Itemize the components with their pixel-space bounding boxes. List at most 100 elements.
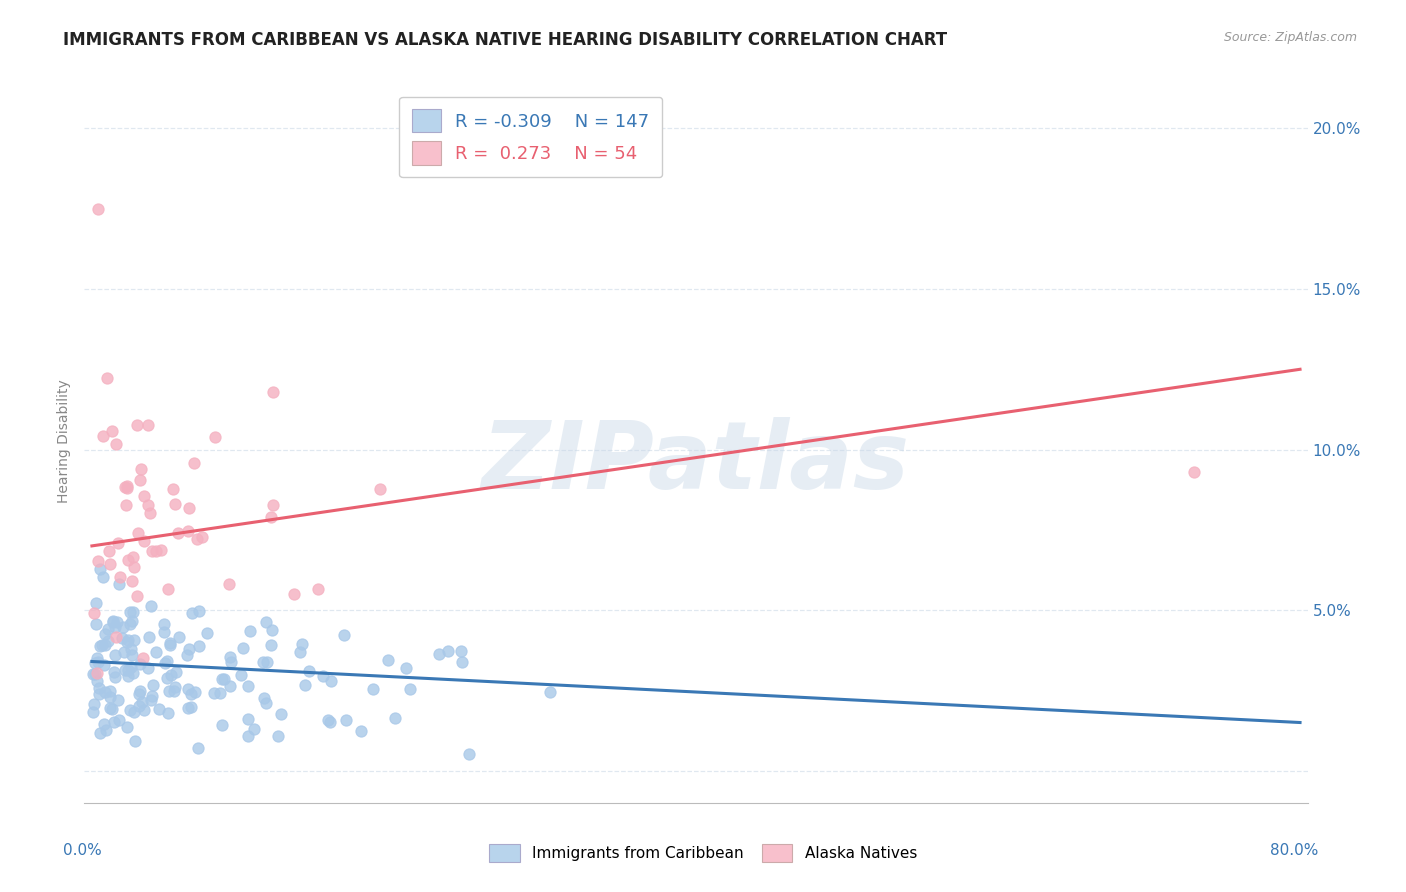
Point (427, 647, 450, 661)
Point (115, 498, 138, 512)
Point (316, 713, 339, 727)
Point (120, 616, 142, 631)
Point (219, 679, 242, 693)
Point (145, 544, 167, 558)
Text: ZIPatlas: ZIPatlas (482, 417, 910, 509)
Point (294, 677, 316, 691)
Point (127, 589, 149, 603)
Point (187, 639, 209, 653)
Point (156, 582, 179, 597)
Point (84, 617, 107, 632)
Point (98, 684, 121, 698)
Point (87, 655, 110, 669)
Point (177, 701, 200, 715)
Point (108, 576, 131, 591)
Point (122, 633, 145, 648)
Point (82, 705, 104, 719)
Point (122, 665, 145, 680)
Point (163, 684, 186, 698)
Point (538, 685, 561, 699)
Point (117, 669, 139, 683)
Point (132, 703, 155, 717)
Point (180, 687, 202, 701)
Point (399, 682, 422, 697)
Point (134, 534, 156, 549)
Point (232, 640, 254, 655)
Point (311, 669, 333, 683)
Point (256, 655, 278, 669)
Point (191, 530, 214, 544)
Point (252, 655, 274, 669)
Point (157, 683, 180, 698)
Point (89, 562, 111, 576)
Point (238, 729, 260, 743)
Point (129, 462, 152, 476)
Point (128, 474, 150, 488)
Point (127, 417, 149, 432)
Point (219, 649, 242, 664)
Legend: R = -0.309    N = 147, R =  0.273    N = 54: R = -0.309 N = 147, R = 0.273 N = 54 (399, 96, 662, 178)
Point (260, 624, 283, 638)
Point (176, 648, 198, 662)
Point (97, 634, 120, 648)
Point (82, 666, 104, 681)
Point (91, 570, 114, 584)
Point (121, 614, 143, 628)
Point (91, 429, 114, 443)
Point (121, 648, 143, 662)
Point (93, 658, 115, 673)
Point (319, 715, 342, 730)
Point (243, 722, 266, 736)
Point (254, 696, 277, 710)
Point (98, 543, 121, 558)
Point (204, 430, 226, 444)
Point (104, 631, 127, 645)
Point (86, 666, 108, 681)
Point (156, 671, 179, 685)
Point (107, 693, 129, 707)
Point (112, 645, 135, 659)
Point (139, 506, 162, 520)
Point (104, 648, 127, 662)
Point (83, 607, 105, 621)
Point (167, 631, 190, 645)
Point (262, 498, 284, 512)
Point (120, 641, 142, 656)
Point (129, 683, 152, 698)
Point (89, 639, 111, 653)
Point (307, 582, 329, 596)
Point (219, 656, 242, 670)
Point (209, 685, 232, 699)
Point (377, 653, 399, 667)
Point (96, 370, 118, 384)
Point (162, 482, 184, 496)
Point (114, 480, 136, 494)
Point (117, 553, 139, 567)
Point (236, 680, 259, 694)
Point (181, 607, 204, 621)
Point (115, 635, 138, 649)
Point (148, 701, 170, 715)
Point (153, 657, 176, 671)
Point (117, 720, 139, 734)
Point (187, 741, 209, 756)
Point (177, 524, 200, 538)
Point (253, 691, 276, 706)
Point (136, 417, 159, 432)
Point (121, 574, 143, 588)
Point (195, 625, 218, 640)
Point (94, 627, 117, 641)
Point (122, 605, 145, 619)
Point (395, 660, 418, 674)
Point (368, 483, 391, 497)
Point (350, 723, 373, 738)
Point (86, 673, 108, 688)
Point (128, 699, 150, 714)
Point (218, 577, 240, 591)
Point (283, 587, 305, 601)
Point (254, 615, 277, 630)
Point (141, 543, 163, 558)
Point (262, 385, 284, 400)
Point (120, 660, 142, 674)
Point (259, 638, 281, 652)
